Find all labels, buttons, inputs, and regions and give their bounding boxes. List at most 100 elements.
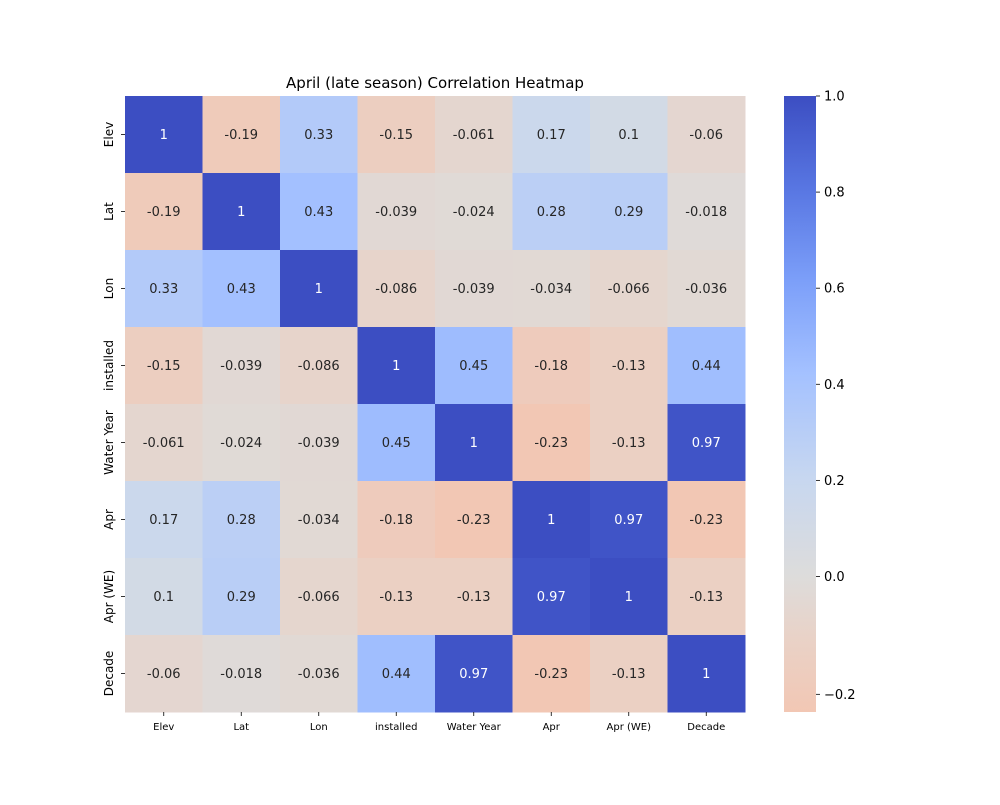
heatmap-cell	[590, 173, 668, 251]
cell-value-label: 0.97	[614, 513, 643, 528]
cell-value-label: -0.018	[685, 205, 727, 220]
colorbar: 1.0 0.8 0.6 0.4 0.2 0.0 −0.2	[784, 90, 856, 712]
cell-value-label: -0.15	[147, 359, 181, 374]
heatmap-cell	[125, 250, 203, 328]
heatmap-cell	[202, 481, 281, 559]
heatmap-cell	[280, 481, 358, 559]
cell-value-label: -0.23	[534, 436, 568, 451]
heatmap-cell	[435, 404, 513, 482]
heatmap-cell	[590, 481, 668, 559]
cell-value-label: -0.23	[457, 513, 491, 528]
heatmap-cell	[202, 635, 281, 713]
cell-value-label: -0.086	[375, 282, 417, 297]
cell-value-label: -0.024	[220, 436, 262, 451]
heatmap-cell	[357, 173, 436, 251]
heatmap-cell	[280, 173, 358, 251]
x-tick-label: Water Year	[447, 722, 502, 733]
x-tick-label: Apr (WE)	[607, 722, 652, 733]
cell-value-label: 0.33	[304, 128, 333, 143]
heatmap-cell	[125, 327, 203, 405]
cell-value-label: -0.23	[689, 513, 723, 528]
cell-value-label: 0.29	[227, 590, 256, 605]
cell-value-label: -0.13	[612, 436, 646, 451]
x-tick-label: Apr	[543, 722, 561, 733]
heatmap-cell	[590, 635, 668, 713]
cell-value-label: -0.034	[530, 282, 572, 297]
colorbar-tick-label: 0.4	[824, 378, 845, 393]
heatmap-cell	[435, 327, 513, 405]
heatmap-cell	[435, 558, 513, 636]
cell-value-label: 1	[547, 513, 555, 528]
heatmap-cell	[280, 404, 358, 482]
y-tick-label: Apr (WE)	[102, 570, 116, 623]
heatmap-cell	[590, 250, 668, 328]
cell-value-label: 0.1	[618, 128, 639, 143]
cell-value-label: 1	[625, 590, 633, 605]
cell-value-label: 0.28	[227, 513, 256, 528]
cell-value-label: -0.13	[612, 359, 646, 374]
heatmap-cell	[357, 250, 436, 328]
colorbar-tick-label: −0.2	[824, 688, 856, 703]
cell-value-label: -0.18	[379, 513, 413, 528]
heatmap-cell	[357, 558, 436, 636]
x-tick-label: Elev	[153, 722, 174, 733]
cell-value-label: -0.039	[375, 205, 417, 220]
heatmap-cells	[125, 96, 746, 713]
cell-value-label: -0.13	[612, 667, 646, 682]
cell-value-label: 0.43	[304, 205, 333, 220]
colorbar-gradient	[784, 96, 816, 712]
cell-value-label: -0.13	[457, 590, 491, 605]
y-tick-label: installed	[102, 340, 116, 391]
heatmap-cell	[280, 558, 358, 636]
heatmap-cell	[512, 635, 591, 713]
heatmap-cell	[435, 250, 513, 328]
x-tick-label: Decade	[687, 722, 725, 733]
cell-value-label: 1	[392, 359, 400, 374]
colorbar-tick-label: 0.0	[824, 570, 845, 585]
y-tick-label: Decade	[102, 651, 116, 697]
chart-title: April (late season) Correlation Heatmap	[286, 74, 584, 92]
heatmap-cell	[512, 327, 591, 405]
heatmap-cell	[435, 481, 513, 559]
cell-value-label: -0.061	[143, 436, 185, 451]
heatmap-cell	[667, 404, 746, 482]
cell-value-label: -0.23	[534, 667, 568, 682]
heatmap-cell	[202, 96, 281, 174]
cell-value-label: -0.036	[298, 667, 340, 682]
x-tick-label: installed	[375, 722, 417, 733]
y-tick-label: Lon	[102, 278, 116, 299]
x-tick-label: Lat	[233, 722, 249, 733]
cell-value-label: 0.44	[692, 359, 721, 374]
y-tick-label: Apr	[102, 509, 116, 530]
heatmap-cell	[667, 558, 746, 636]
cell-value-label: 1	[237, 205, 245, 220]
heatmap-cell	[202, 404, 281, 482]
heatmap-cell	[512, 250, 591, 328]
heatmap-cell	[357, 635, 436, 713]
cell-value-label: 0.33	[149, 282, 178, 297]
heatmap-cell	[667, 327, 746, 405]
cell-value-label: -0.034	[298, 513, 340, 528]
cell-value-label: -0.018	[220, 667, 262, 682]
heatmap-cell	[202, 327, 281, 405]
cell-value-label: -0.066	[298, 590, 340, 605]
heatmap-cell	[125, 96, 203, 174]
heatmap-cell-labels: 1 -0.19 0.33 -0.15 -0.061 0.17 0.1 -0.06-0.19 1 0…	[143, 128, 727, 682]
heatmap-cell	[125, 481, 203, 559]
heatmap-cell	[435, 173, 513, 251]
cell-value-label: 0.17	[537, 128, 566, 143]
heatmap-cell	[435, 96, 513, 174]
cell-value-label: -0.06	[689, 128, 723, 143]
cell-value-label: -0.18	[534, 359, 568, 374]
cell-value-label: -0.039	[220, 359, 262, 374]
heatmap-cell	[590, 558, 668, 636]
x-axis: Elev Lat Lon installed Water Year Apr Apr (WE)…	[153, 712, 725, 733]
heatmap-cell	[280, 327, 358, 405]
heatmap-cell	[357, 96, 436, 174]
cell-value-label: -0.066	[608, 282, 650, 297]
cell-value-label: 0.45	[382, 436, 411, 451]
heatmap-cell	[435, 635, 513, 713]
x-tick-label: Lon	[310, 722, 328, 733]
cell-value-label: 0.44	[382, 667, 411, 682]
